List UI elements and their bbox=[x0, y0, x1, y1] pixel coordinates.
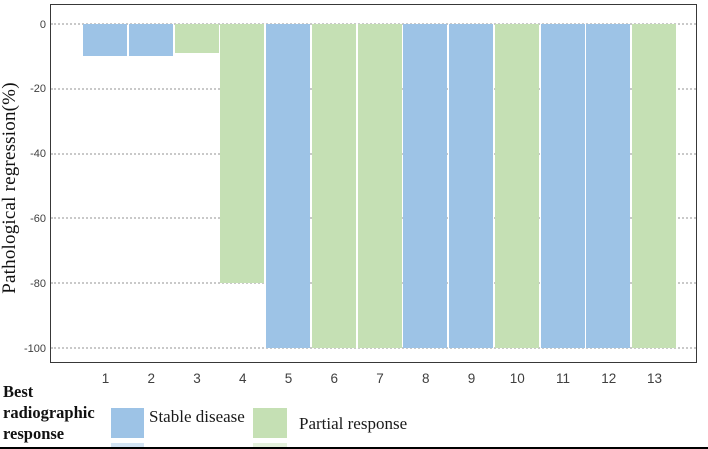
legend-title: Best radiographic response bbox=[3, 382, 95, 443]
y-tick-label: -60 bbox=[30, 212, 46, 225]
y-tick-label: -20 bbox=[30, 83, 46, 96]
bar-patient-5 bbox=[266, 24, 310, 348]
x-tick-label-7: 7 bbox=[376, 371, 384, 386]
bar-patient-8 bbox=[403, 24, 448, 348]
bar-patient-10 bbox=[494, 24, 539, 348]
bar-patient-6 bbox=[311, 24, 356, 348]
bar-patient-12 bbox=[586, 24, 631, 348]
x-tick-label-12: 12 bbox=[601, 371, 617, 386]
x-tick-label-9: 9 bbox=[467, 371, 476, 386]
bar-patient-1 bbox=[83, 24, 127, 57]
plot-area bbox=[50, 4, 697, 363]
x-tick-label-13: 13 bbox=[646, 371, 663, 386]
y-tick-label: 0 bbox=[39, 18, 46, 31]
legend-swatch-partial-response bbox=[253, 408, 287, 438]
legend-label-stable-disease: Stable disease bbox=[149, 407, 245, 426]
x-tick-label-4: 4 bbox=[238, 371, 247, 386]
bar-patient-13 bbox=[632, 24, 676, 348]
x-tick-label-5: 5 bbox=[284, 371, 293, 386]
legend-swatch-cutoff-green bbox=[253, 443, 287, 449]
y-tick-label: -80 bbox=[30, 277, 46, 290]
figure-bottom-border bbox=[0, 447, 708, 449]
legend-label-partial-response: Partial response bbox=[299, 414, 408, 433]
legend-swatch-cutoff-blue bbox=[111, 443, 144, 449]
bar-patient-7 bbox=[357, 24, 402, 348]
bar-patient-11 bbox=[540, 24, 585, 348]
y-tick-label: -40 bbox=[30, 148, 46, 161]
x-tick-label-6: 6 bbox=[330, 371, 338, 386]
bar-patient-3 bbox=[174, 24, 219, 54]
bar-patient-4 bbox=[220, 24, 265, 284]
y-tick-label: -100 bbox=[23, 342, 46, 355]
bar-patient-2 bbox=[128, 24, 173, 57]
x-tick-label-3: 3 bbox=[193, 371, 201, 386]
x-tick-label-2: 2 bbox=[147, 371, 155, 386]
x-tick-label-1: 1 bbox=[101, 371, 110, 386]
y-axis-title: Pathological regression(%) bbox=[0, 82, 20, 294]
x-tick-label-10: 10 bbox=[509, 371, 525, 386]
x-tick-label-8: 8 bbox=[421, 371, 430, 386]
bar-patient-9 bbox=[449, 24, 493, 348]
x-tick-label-11: 11 bbox=[555, 371, 570, 386]
legend-swatch-stable-disease bbox=[111, 408, 144, 438]
gridline--100 bbox=[51, 347, 696, 349]
